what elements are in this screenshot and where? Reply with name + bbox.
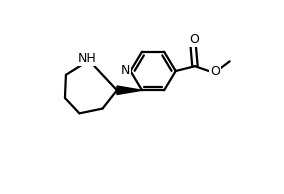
Text: O: O (189, 33, 199, 46)
Text: O: O (210, 65, 220, 78)
Polygon shape (117, 86, 142, 94)
Text: NH: NH (78, 52, 97, 65)
Text: N: N (121, 64, 130, 77)
